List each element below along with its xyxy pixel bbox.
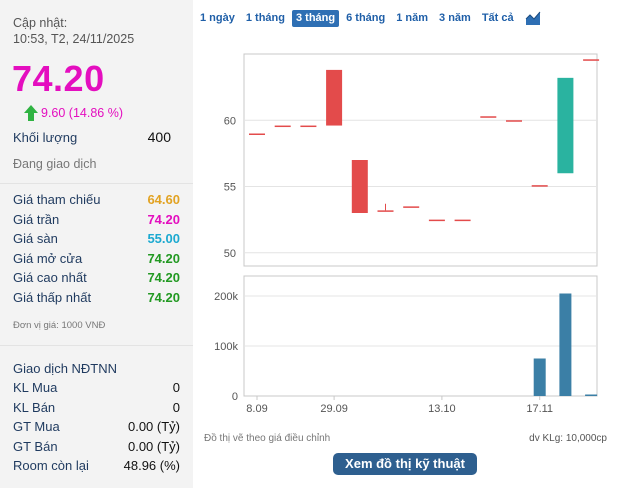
- ceiling-price-value: 74.20: [147, 212, 180, 227]
- candle: [326, 69, 343, 126]
- divider: [0, 345, 193, 346]
- divider: [0, 183, 193, 184]
- foreign-buy-value-value: 0.00 (Tỷ): [127, 419, 180, 434]
- view-technical-chart-button[interactable]: Xem đồ thị kỹ thuật: [333, 453, 477, 475]
- candle: [428, 219, 445, 222]
- price-change-value: 9.60 (14.86 %): [41, 106, 123, 120]
- volume-bar: [533, 358, 546, 396]
- volume-label: Khối lượng: [13, 130, 78, 145]
- tab-3-months[interactable]: 3 tháng: [291, 10, 340, 27]
- volume-tick-label: 100k: [214, 341, 238, 353]
- open-price-label: Giá mở cửa: [13, 251, 83, 266]
- volume-value: 400: [147, 129, 171, 145]
- price-tick-label: 60: [224, 115, 236, 127]
- update-label: Cập nhật:: [13, 16, 68, 30]
- floor-price-label: Giá sàn: [13, 231, 58, 246]
- tab-1-month[interactable]: 1 tháng: [245, 12, 285, 24]
- period-tabs: 1 ngày 1 tháng 3 tháng 6 tháng 1 năm 3 n…: [196, 10, 541, 27]
- open-price-value: 74.20: [147, 251, 180, 266]
- price-unit-note: Đơn vị giá: 1000 VNĐ: [13, 320, 106, 331]
- quote-panel: Cập nhật: 10:53, T2, 24/11/2025 74.20 9.…: [0, 0, 193, 488]
- volume-panel: 0 100k 200k: [214, 275, 598, 403]
- candle: [557, 77, 574, 174]
- price-change: 9.60 (14.86 %): [24, 105, 123, 121]
- price-tick-label: 55: [224, 182, 236, 194]
- price-panel: 50 55 60: [224, 53, 600, 267]
- arrow-up-icon: [24, 105, 38, 121]
- ceiling-price-label: Giá trần: [13, 212, 60, 227]
- price-frame: [243, 53, 598, 267]
- foreign-buy-volume-label: KL Mua: [13, 380, 58, 395]
- tab-3-years[interactable]: 3 năm: [439, 12, 471, 24]
- candle: [403, 206, 420, 208]
- room-remaining-value: 48.96 (%): [123, 458, 180, 473]
- trading-status: Đang giao dịch: [13, 157, 97, 171]
- volume-bar: [559, 293, 572, 396]
- current-price: 74.20: [12, 58, 105, 99]
- ref-price-value: 64.60: [147, 192, 180, 207]
- x-tick-label: 13.10: [428, 403, 456, 415]
- candle: [300, 125, 317, 128]
- price-volume-chart: 50 55 60 0 100k 200k 8.09 29.09 13.10 17.11: [214, 53, 600, 415]
- volume-unit-note: dv KLg: 10,000cp: [529, 433, 607, 444]
- update-time: 10:53, T2, 24/11/2025: [13, 32, 135, 46]
- foreign-sell-volume-value: 0: [172, 400, 180, 415]
- low-price-value: 74.20: [147, 290, 180, 305]
- candle: [377, 210, 394, 212]
- candle: [454, 219, 471, 222]
- room-remaining-label: Room còn lại: [13, 458, 89, 473]
- x-tick-label: 17.11: [526, 403, 553, 415]
- foreign-sell-value-label: GT Bán: [13, 439, 58, 454]
- volume-bar: [585, 394, 598, 396]
- chart-footnote: Đồ thị vẽ theo giá điều chỉnh: [204, 433, 331, 444]
- candle: [274, 125, 291, 128]
- volume-tick-label: 0: [232, 391, 238, 403]
- tab-6-months[interactable]: 6 tháng: [346, 12, 386, 24]
- candle: [531, 185, 548, 187]
- candle: [506, 120, 522, 122]
- candle: [480, 116, 497, 118]
- volume-frame: [243, 275, 598, 397]
- volume-tick-label: 200k: [214, 291, 238, 303]
- floor-price-value: 55.00: [147, 231, 180, 246]
- high-price-value: 74.20: [147, 270, 180, 285]
- x-axis: 8.09 29.09 13.10 17.11: [246, 396, 553, 415]
- ref-price-label: Giá tham chiếu: [13, 192, 101, 207]
- foreign-trading-title: Giao dịch NĐTNN: [13, 361, 118, 376]
- x-tick-label: 8.09: [246, 403, 267, 415]
- foreign-buy-value-label: GT Mua: [13, 419, 60, 434]
- high-price-label: Giá cao nhất: [13, 270, 87, 285]
- price-tick-label: 50: [224, 248, 236, 260]
- foreign-buy-volume-value: 0: [172, 380, 180, 395]
- candle: [351, 160, 368, 213]
- candle: [583, 59, 600, 61]
- foreign-sell-value-value: 0.00 (Tỷ): [127, 439, 180, 454]
- low-price-label: Giá thấp nhất: [13, 290, 92, 305]
- tab-all[interactable]: Tất cả: [481, 12, 514, 24]
- x-tick-label: 29.09: [320, 403, 348, 415]
- foreign-sell-volume-label: KL Bán: [13, 400, 56, 415]
- candle: [249, 133, 265, 135]
- tab-1-year[interactable]: 1 năm: [396, 12, 429, 24]
- area-chart-icon[interactable]: [524, 11, 541, 26]
- tab-1-day[interactable]: 1 ngày: [200, 12, 235, 24]
